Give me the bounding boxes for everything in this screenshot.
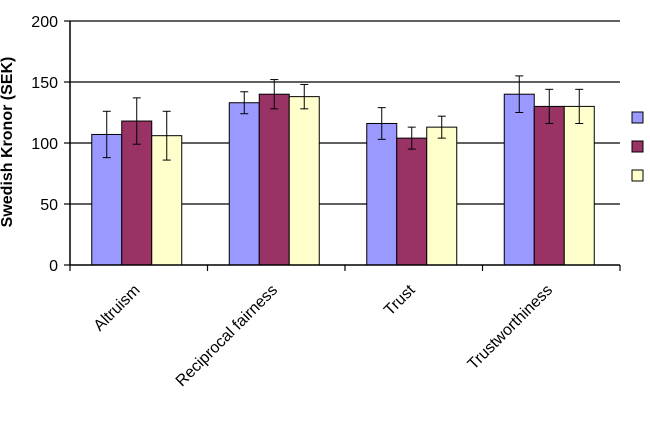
y-tick-label: 100	[31, 136, 58, 153]
legend-swatch	[631, 111, 644, 124]
bar	[563, 105, 595, 266]
x-category-label: Trust	[381, 281, 419, 319]
bar	[366, 122, 398, 266]
y-tick-label: 150	[31, 75, 58, 92]
bar	[503, 93, 535, 266]
y-tick-label: 50	[40, 197, 58, 214]
axes	[64, 20, 621, 271]
legend-swatch	[631, 169, 644, 182]
bar	[533, 105, 565, 266]
y-tick-label: 200	[31, 14, 58, 31]
bar	[426, 126, 458, 266]
legend	[631, 111, 644, 182]
error-bars	[102, 75, 584, 161]
y-tick-labels: 0 50 100 150 200	[31, 14, 58, 275]
x-category-label: Altruism	[91, 282, 144, 335]
y-tick-label: 0	[49, 258, 58, 275]
x-category-label: Trustworthiness	[465, 282, 556, 373]
bar	[228, 102, 260, 266]
bar	[258, 93, 290, 266]
x-category-labels: Altruism Reciprocal fairness Trust Trustwor…	[91, 281, 556, 390]
x-category-label: Reciprocal fairness	[173, 282, 281, 390]
bar	[288, 96, 320, 266]
bar	[396, 137, 428, 266]
legend-swatch	[631, 140, 644, 153]
y-axis-label: Swedish Kronor (SEK)	[0, 57, 16, 228]
